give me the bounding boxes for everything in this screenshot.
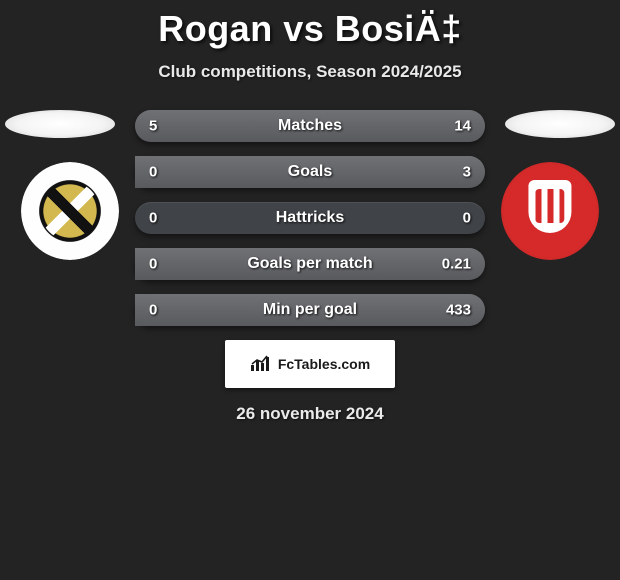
footer-date: 26 november 2024	[0, 404, 620, 424]
stat-value-right: 0.21	[442, 256, 471, 273]
page-title: Rogan vs BosiÄ‡	[0, 0, 620, 50]
comparison-arena: 5 Matches 14 0 Goals 3 0 Hattricks 0 0 G…	[0, 110, 620, 424]
stat-bars: 5 Matches 14 0 Goals 3 0 Hattricks 0 0 G…	[135, 110, 485, 326]
player-photo-right	[505, 110, 615, 138]
player-photo-left	[5, 110, 115, 138]
stat-value-right: 433	[446, 302, 471, 319]
bars-icon	[250, 355, 272, 373]
stat-value-left: 5	[149, 118, 157, 135]
stat-value-left: 0	[149, 210, 157, 227]
stat-fill-right	[226, 110, 485, 142]
brand-text: FcTables.com	[278, 356, 370, 372]
stat-value-right: 0	[463, 210, 471, 227]
club-badge-left	[21, 162, 119, 260]
page-subtitle: Club competitions, Season 2024/2025	[0, 62, 620, 82]
crest-icon	[21, 162, 119, 260]
stat-label: Min per goal	[263, 301, 357, 319]
stat-label: Goals	[288, 163, 332, 181]
stat-row-hattricks: 0 Hattricks 0	[135, 202, 485, 234]
stat-value-left: 0	[149, 256, 157, 273]
stat-label: Goals per match	[247, 255, 372, 273]
stat-value-left: 0	[149, 164, 157, 181]
stat-row-min-per-goal: 0 Min per goal 433	[135, 294, 485, 326]
stat-value-left: 0	[149, 302, 157, 319]
stat-label: Matches	[278, 117, 342, 135]
stat-row-matches: 5 Matches 14	[135, 110, 485, 142]
crest-icon	[501, 162, 599, 260]
stat-row-goals-per-match: 0 Goals per match 0.21	[135, 248, 485, 280]
brand-box[interactable]: FcTables.com	[225, 340, 395, 388]
stat-value-right: 3	[463, 164, 471, 181]
stat-row-goals: 0 Goals 3	[135, 156, 485, 188]
club-badge-right	[501, 162, 599, 260]
stat-label: Hattricks	[276, 209, 344, 227]
stat-value-right: 14	[454, 118, 471, 135]
